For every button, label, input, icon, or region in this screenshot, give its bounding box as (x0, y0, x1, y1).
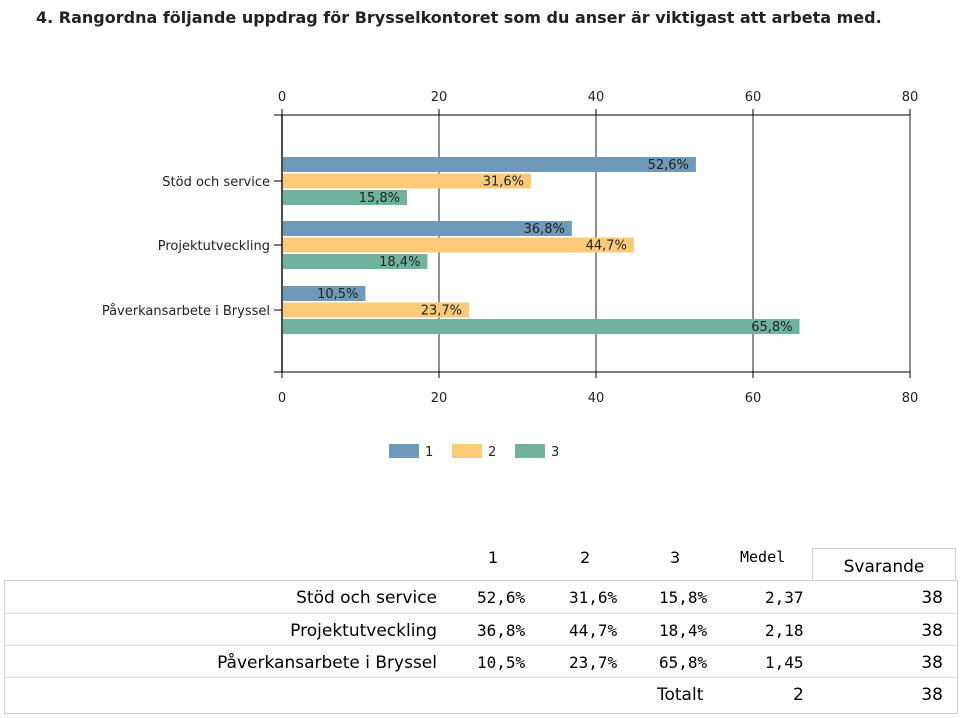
tick-label-bottom: 60 (745, 391, 762, 406)
total-label: Totalt (657, 685, 704, 705)
cell-value-3: 65,8% (659, 653, 708, 672)
cell-medel: 1,45 (765, 653, 804, 672)
cell-medel: 2,18 (765, 621, 804, 640)
bar (283, 237, 634, 253)
tick-label-bottom: 80 (902, 391, 919, 406)
tick-label-top: 60 (745, 90, 762, 105)
cell-svarande: 38 (921, 621, 943, 641)
table-row: Stöd och service 52,6% 31,6% 15,8% 2,37 … (5, 581, 957, 613)
tick-label-top: 40 (588, 90, 605, 105)
category-label: Projektutveckling (158, 239, 270, 254)
cell-value-2: 23,7% (569, 653, 618, 672)
data-label: 18,4% (379, 255, 420, 270)
tick-label-bottom: 20 (431, 391, 448, 406)
row-label: Påverkansarbete i Bryssel (217, 653, 437, 673)
cell-value-2: 44,7% (569, 621, 618, 640)
data-label: 10,5% (317, 287, 358, 302)
legend-label: 3 (551, 445, 559, 460)
cell-value-2: 31,6% (569, 588, 618, 607)
bar (283, 319, 800, 334)
total-medel: 2 (793, 685, 804, 705)
table-total-row: Totalt 2 38 (5, 677, 957, 710)
cell-value-3: 15,8% (659, 588, 708, 607)
legend-swatch (452, 444, 482, 458)
data-label: 36,8% (524, 222, 565, 237)
col-header-medel: Medel (740, 548, 786, 566)
row-label: Projektutveckling (290, 621, 437, 641)
question-title: 4. Rangordna följande uppdrag för Brysse… (36, 8, 882, 27)
legend-swatch (389, 444, 419, 458)
bar (283, 190, 408, 205)
bar (283, 173, 532, 189)
col-header-svarande: Svarande (812, 548, 956, 581)
data-label: 15,8% (359, 191, 400, 206)
col-header-2: 2 (580, 548, 591, 567)
table-row: Projektutveckling 36,8% 44,7% 18,4% 2,18… (5, 613, 957, 646)
cell-svarande: 38 (921, 588, 943, 608)
legend-swatch (515, 444, 545, 458)
total-svarande: 38 (921, 685, 943, 705)
bar (283, 286, 366, 301)
bar (283, 254, 428, 269)
data-label: 44,7% (586, 239, 627, 254)
data-label: 31,6% (483, 175, 524, 190)
table-body: Stöd och service 52,6% 31,6% 15,8% 2,37 … (4, 580, 958, 714)
col-header-1: 1 (488, 548, 499, 567)
data-label: 23,7% (421, 304, 462, 319)
category-label: Påverkansarbete i Bryssel (102, 304, 270, 319)
bar-chart: 0 0 20 20 40 40 60 60 80 80 Stöd och service 52,6% 3… (102, 90, 919, 460)
legend-label: 1 (425, 445, 433, 460)
cell-value-1: 36,8% (477, 621, 526, 640)
cell-value-1: 52,6% (477, 588, 526, 607)
tick-label-top: 80 (902, 90, 919, 105)
bar (283, 157, 696, 172)
tick-label-bottom: 0 (278, 391, 286, 406)
table-row: Påverkansarbete i Bryssel 10,5% 23,7% 65… (5, 645, 957, 678)
cell-medel: 2,37 (765, 588, 804, 607)
data-label: 65,8% (751, 320, 792, 335)
tick-label-top: 20 (431, 90, 448, 105)
row-label: Stöd och service (296, 588, 437, 608)
col-header-svarande-label: Svarande (843, 557, 925, 577)
bar (283, 302, 470, 318)
col-header-3: 3 (670, 548, 681, 567)
tick-label-bottom: 40 (588, 391, 605, 406)
category-label: Stöd och service (162, 175, 270, 190)
data-label: 52,6% (648, 158, 689, 173)
legend-label: 2 (488, 445, 496, 460)
tick-label-top: 0 (278, 90, 286, 105)
cell-value-3: 18,4% (659, 621, 708, 640)
cell-svarande: 38 (921, 653, 943, 673)
bar (283, 221, 572, 236)
cell-value-1: 10,5% (477, 653, 526, 672)
